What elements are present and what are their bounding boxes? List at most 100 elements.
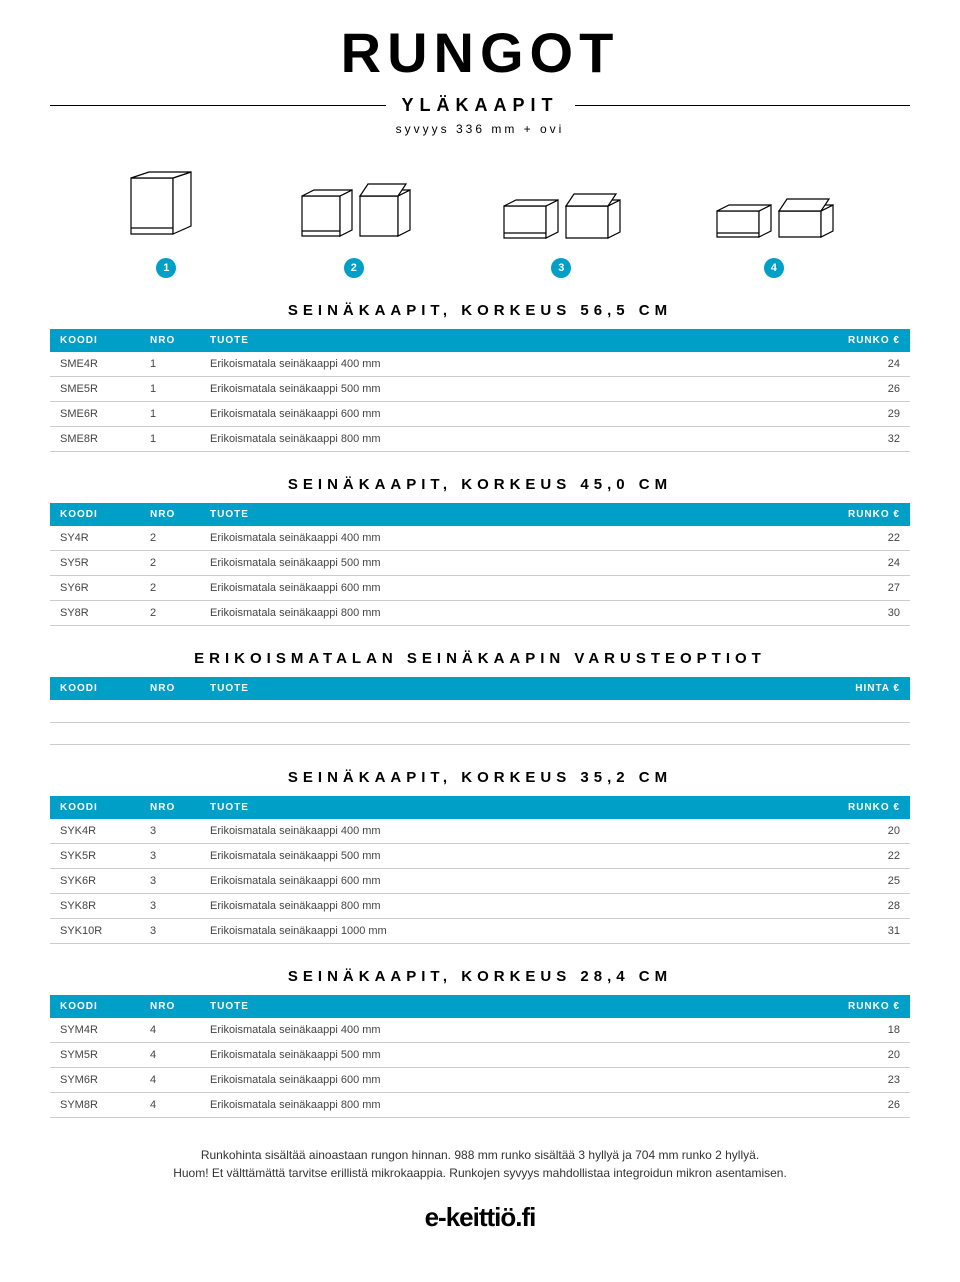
cell-val: 23	[820, 1067, 910, 1092]
product-table: KOODINROTUOTEHINTA €	[50, 677, 910, 745]
cell-val	[820, 722, 910, 744]
brand-logo: e-keittiö.fi	[425, 1202, 536, 1232]
cell-tuote: Erikoismatala seinäkaappi 600 mm	[200, 402, 820, 427]
cabinet-icon	[709, 191, 839, 246]
cell-tuote: Erikoismatala seinäkaappi 800 mm	[200, 1092, 820, 1117]
cell-nro: 3	[140, 918, 200, 943]
cell-nro: 2	[140, 601, 200, 626]
diagram-1: 1	[121, 166, 211, 278]
cell-nro: 1	[140, 427, 200, 452]
table-header-tuote: TUOTE	[200, 329, 820, 352]
cell-val: 26	[820, 1092, 910, 1117]
diagram-3: 3	[496, 186, 626, 278]
cell-tuote	[200, 722, 820, 744]
cell-tuote: Erikoismatala seinäkaappi 400 mm	[200, 1018, 820, 1043]
cell-val: 24	[820, 551, 910, 576]
cell-koodi: SYK6R	[50, 868, 140, 893]
table-header-nro: NRO	[140, 329, 200, 352]
table-header-runko: RUNKO €	[820, 329, 910, 352]
table-header-tuote: TUOTE	[200, 995, 820, 1018]
cell-koodi: SME8R	[50, 427, 140, 452]
cell-val: 24	[820, 352, 910, 377]
diagram-badge: 3	[551, 258, 571, 278]
logo-wrap: e-keittiö.fi	[50, 1202, 910, 1233]
diagram-badge: 2	[344, 258, 364, 278]
table-row: SYM6R4Erikoismatala seinäkaappi 600 mm23	[50, 1067, 910, 1092]
sections-container: SEINÄKAAPIT, KORKEUS 56,5 CMKOODINROTUOT…	[50, 302, 910, 1118]
cell-val: 32	[820, 427, 910, 452]
cell-val: 26	[820, 377, 910, 402]
cell-koodi: SYK8R	[50, 893, 140, 918]
cell-nro: 3	[140, 868, 200, 893]
table-row: SY8R2Erikoismatala seinäkaappi 800 mm30	[50, 601, 910, 626]
table-header-koodi: KOODI	[50, 796, 140, 819]
cell-koodi: SY5R	[50, 551, 140, 576]
table-row: SY6R2Erikoismatala seinäkaappi 600 mm27	[50, 576, 910, 601]
cabinet-icon	[294, 176, 414, 246]
cell-val	[820, 700, 910, 722]
table-row: SME5R1Erikoismatala seinäkaappi 500 mm26	[50, 377, 910, 402]
table-header-nro: NRO	[140, 677, 200, 700]
table-row: SYM8R4Erikoismatala seinäkaappi 800 mm26	[50, 1092, 910, 1117]
footnote: Runkohinta sisältää ainoastaan rungon hi…	[50, 1146, 910, 1182]
cell-nro: 2	[140, 551, 200, 576]
cell-tuote: Erikoismatala seinäkaappi 800 mm	[200, 427, 820, 452]
cell-nro: 2	[140, 526, 200, 551]
cell-val: 25	[820, 868, 910, 893]
table-header-hinta: HINTA €	[820, 677, 910, 700]
cell-koodi: SYM5R	[50, 1042, 140, 1067]
section-heading: SEINÄKAAPIT, KORKEUS 45,0 CM	[50, 476, 910, 493]
table-row: SY5R2Erikoismatala seinäkaappi 500 mm24	[50, 551, 910, 576]
table-header-runko: RUNKO €	[820, 796, 910, 819]
product-table: KOODINROTUOTERUNKO €SY4R2Erikoismatala s…	[50, 503, 910, 626]
cell-koodi: SYM4R	[50, 1018, 140, 1043]
cell-nro: 3	[140, 819, 200, 844]
cell-nro	[140, 700, 200, 722]
footnote-line1: Runkohinta sisältää ainoastaan rungon hi…	[201, 1148, 759, 1162]
cell-koodi: SME6R	[50, 402, 140, 427]
cell-nro: 1	[140, 352, 200, 377]
cell-tuote: Erikoismatala seinäkaappi 500 mm	[200, 377, 820, 402]
page-title: RUNGOT	[50, 20, 910, 85]
product-table: KOODINROTUOTERUNKO €SYM4R4Erikoismatala …	[50, 995, 910, 1118]
cell-val: 29	[820, 402, 910, 427]
table-row: SME4R1Erikoismatala seinäkaappi 400 mm24	[50, 352, 910, 377]
cell-nro	[140, 722, 200, 744]
table-header-nro: NRO	[140, 796, 200, 819]
cell-tuote: Erikoismatala seinäkaappi 400 mm	[200, 819, 820, 844]
table-row: SYK6R3Erikoismatala seinäkaappi 600 mm25	[50, 868, 910, 893]
cabinet-icon	[496, 186, 626, 246]
cell-val: 20	[820, 819, 910, 844]
cell-nro: 3	[140, 893, 200, 918]
table-row: SYK5R3Erikoismatala seinäkaappi 500 mm22	[50, 843, 910, 868]
diagram-badge: 4	[764, 258, 784, 278]
cell-tuote: Erikoismatala seinäkaappi 400 mm	[200, 352, 820, 377]
cell-koodi: SME4R	[50, 352, 140, 377]
cell-koodi: SME5R	[50, 377, 140, 402]
cell-tuote: Erikoismatala seinäkaappi 600 mm	[200, 576, 820, 601]
footnote-line2: Huom! Et välttämättä tarvitse erillistä …	[173, 1166, 787, 1180]
subtitle: YLÄKAAPIT	[402, 95, 559, 116]
cell-koodi: SYM6R	[50, 1067, 140, 1092]
product-table: KOODINROTUOTERUNKO €SYK4R3Erikoismatala …	[50, 796, 910, 944]
cell-koodi: SY6R	[50, 576, 140, 601]
cell-val: 20	[820, 1042, 910, 1067]
table-header-tuote: TUOTE	[200, 677, 820, 700]
diagram-4: 4	[709, 191, 839, 278]
table-row: SYK10R3Erikoismatala seinäkaappi 1000 mm…	[50, 918, 910, 943]
cell-koodi	[50, 722, 140, 744]
table-row: SYM4R4Erikoismatala seinäkaappi 400 mm18	[50, 1018, 910, 1043]
table-row: SYK4R3Erikoismatala seinäkaappi 400 mm20	[50, 819, 910, 844]
cell-tuote: Erikoismatala seinäkaappi 500 mm	[200, 843, 820, 868]
cell-tuote: Erikoismatala seinäkaappi 1000 mm	[200, 918, 820, 943]
cell-val: 28	[820, 893, 910, 918]
section-heading: SEINÄKAAPIT, KORKEUS 35,2 CM	[50, 769, 910, 786]
cell-koodi: SYK4R	[50, 819, 140, 844]
section-heading: ERIKOISMATALAN SEINÄKAAPIN VARUSTEOPTIOT	[50, 650, 910, 667]
table-header-koodi: KOODI	[50, 995, 140, 1018]
divider-left	[50, 105, 386, 106]
cell-val: 30	[820, 601, 910, 626]
subline: syvyys 336 mm + ovi	[50, 122, 910, 136]
table-header-koodi: KOODI	[50, 503, 140, 526]
table-row: SYM5R4Erikoismatala seinäkaappi 500 mm20	[50, 1042, 910, 1067]
